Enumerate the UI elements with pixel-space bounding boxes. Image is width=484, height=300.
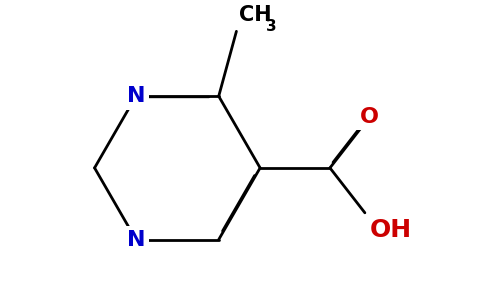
- Text: O: O: [360, 107, 378, 127]
- Text: 3: 3: [266, 20, 276, 34]
- Text: OH: OH: [370, 218, 412, 242]
- Text: N: N: [127, 230, 145, 250]
- Text: N: N: [127, 86, 145, 106]
- Text: CH: CH: [239, 5, 272, 25]
